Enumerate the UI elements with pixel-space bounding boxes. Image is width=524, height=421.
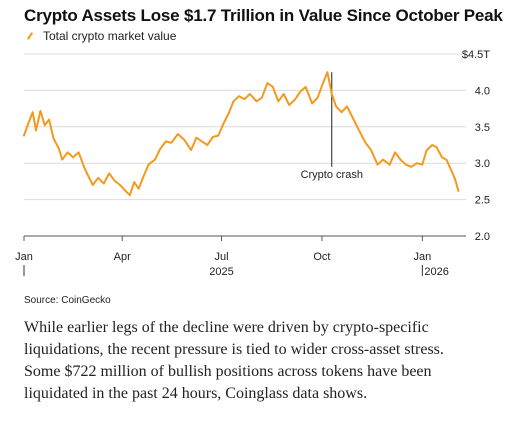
chart-title: Crypto Assets Lose $1.7 Trillion in Valu… <box>24 6 503 25</box>
x-tick-label: Apr <box>114 251 131 263</box>
x-axis: Jan Apr Jul Oct Jan 2025 2026 <box>15 235 466 278</box>
year-label: 2026 <box>424 266 448 278</box>
year-label: 2025 <box>209 266 233 278</box>
y-tick-label: 2.0 <box>475 231 490 243</box>
paragraph-line: liquidations, the recent pressure is tie… <box>24 341 444 358</box>
y-tick-label: 3.0 <box>475 158 490 170</box>
line-chart: 2.0 2.5 3.0 3.5 4.0 $4.5T Jan Apr Jul Oct Jan 2025… <box>15 49 490 278</box>
y-tick-label: 2.5 <box>475 195 490 207</box>
y-axis: 2.0 2.5 3.0 3.5 4.0 $4.5T <box>462 49 490 243</box>
series-line <box>23 71 460 197</box>
source-note: Source: CoinGecko <box>24 295 111 306</box>
paragraph-line: Some $722 million of bullish positions a… <box>24 363 432 380</box>
y-tick-label: 3.5 <box>475 122 490 134</box>
y-tick-label: $4.5T <box>462 49 490 61</box>
paragraph-line: While earlier legs of the decline were d… <box>24 319 429 336</box>
annotation-group: Crypto crash <box>301 72 363 181</box>
legend: Total crypto market value <box>26 29 176 43</box>
series-group <box>23 71 460 197</box>
paragraph-line: liquidated in the past 24 hours, Coingla… <box>24 385 368 402</box>
x-tick-label: Jan <box>413 251 431 263</box>
annotation-label: Crypto crash <box>301 169 363 181</box>
x-tick-label: Oct <box>313 251 330 263</box>
x-tick-label: Jul <box>215 251 229 263</box>
legend-label: Total crypto market value <box>43 29 177 43</box>
x-tick-label: Jan <box>15 251 33 263</box>
grid-lines <box>24 53 466 201</box>
article-paragraph: While earlier legs of the decline were d… <box>24 317 504 405</box>
y-tick-label: 4.0 <box>475 85 490 97</box>
